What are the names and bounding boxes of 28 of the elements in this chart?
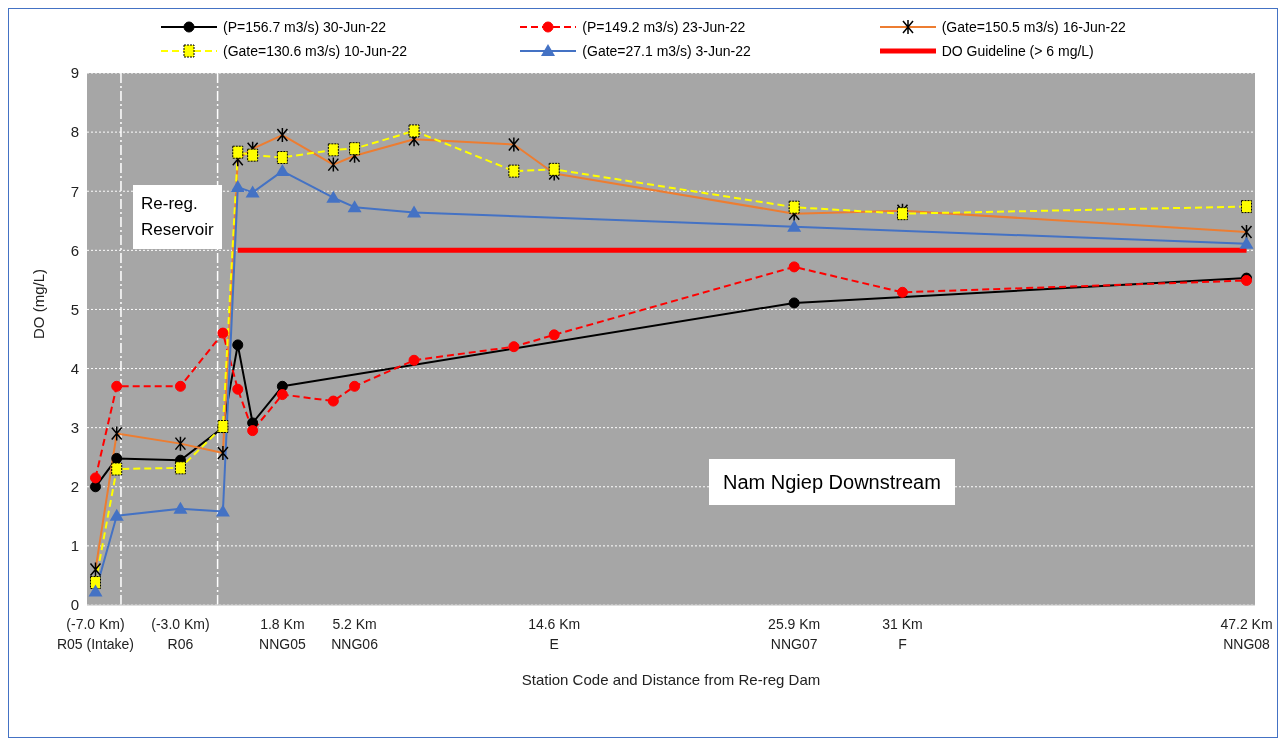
- x-tick-label: 31 Km F: [882, 616, 923, 652]
- x-tick-label: (-3.0 Km) R06: [151, 616, 210, 652]
- y-tick-label: 2: [70, 478, 79, 496]
- x-tick-label: 47.2 Km NNG08: [1220, 616, 1273, 652]
- y-tick-label: 1: [70, 537, 79, 555]
- y-tick-label: 9: [70, 64, 79, 82]
- legend-label: (Gate=150.5 m3/s) 16-Jun-22: [941, 19, 1126, 35]
- x-tick-label: 14.6 Km E: [528, 616, 581, 652]
- y-tick-label: 5: [70, 300, 79, 318]
- x-tick-label: 25.9 Km NNG07: [768, 616, 821, 652]
- y-tick-label: 6: [70, 241, 79, 259]
- y-tick-label: 8: [70, 123, 79, 141]
- y-tick-label: 7: [70, 182, 79, 200]
- legend-label: (Gate=27.1 m3/s) 3-Jun-22: [582, 43, 751, 59]
- y-tick-label: 3: [70, 418, 79, 436]
- x-tick-label: (-7.0 Km) R05 (Intake): [56, 616, 135, 652]
- legend-label: (P=149.2 m3/s) 23-Jun-22: [582, 19, 746, 35]
- y-tick-label: 0: [70, 596, 79, 614]
- x-tick-label: 5.2 Km NNG06: [331, 616, 379, 652]
- x-tick-label: 1.8 Km NNG05: [259, 616, 306, 652]
- legend-label: (P=156.7 m3/s) 30-Jun-22: [223, 19, 387, 35]
- annotation: Re-reg. Reservoir: [133, 185, 222, 249]
- y-axis-title: DO (mg/L): [30, 268, 48, 339]
- legend-label: DO Guideline (> 6 mg/L): [941, 43, 1094, 59]
- x-axis-title: Station Code and Distance from Re-reg Dam: [521, 671, 821, 688]
- annotation: Nam Ngiep Downstream: [709, 459, 955, 505]
- y-tick-label: 4: [70, 359, 79, 377]
- legend-label: (Gate=130.6 m3/s) 10-Jun-22: [223, 43, 408, 59]
